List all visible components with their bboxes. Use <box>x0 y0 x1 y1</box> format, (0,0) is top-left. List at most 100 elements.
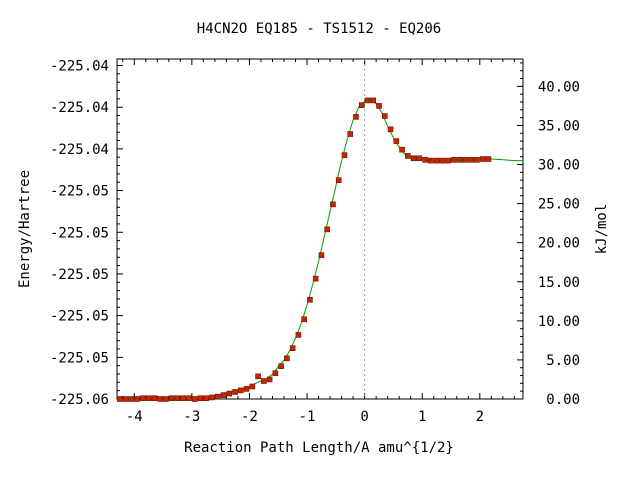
data-point <box>289 345 296 351</box>
left-tick-label: -225.05 <box>50 309 109 325</box>
data-point <box>140 395 146 402</box>
data-point <box>163 396 169 402</box>
data-point <box>232 389 238 395</box>
data-point <box>255 373 261 380</box>
data-point <box>191 396 198 402</box>
left-tick-label: -225.04 <box>50 58 109 74</box>
left-tick-label: -225.05 <box>50 225 109 241</box>
data-point <box>312 275 319 282</box>
data-point <box>353 114 359 120</box>
data-point <box>479 156 486 162</box>
data-point <box>324 226 330 233</box>
left-tick-label: -225.05 <box>50 267 109 283</box>
data-point <box>456 157 463 163</box>
right-tick-label: 40.00 <box>538 79 580 95</box>
data-point <box>433 157 440 164</box>
left-tick-label: -225.05 <box>50 184 109 200</box>
data-point <box>174 395 181 402</box>
data-point <box>416 155 423 162</box>
data-point <box>318 252 325 258</box>
data-point <box>422 157 428 163</box>
data-point <box>249 383 256 390</box>
data-point <box>405 153 411 159</box>
data-point <box>261 378 267 384</box>
data-point <box>278 363 284 369</box>
data-point <box>468 157 474 163</box>
right-tick-label: 35.00 <box>538 118 580 134</box>
chart-title: H4CN2O EQ185 - TS1512 - EQ206 <box>197 21 441 37</box>
data-point <box>451 157 457 163</box>
right-tick-label: 25.00 <box>538 197 580 213</box>
data-point <box>117 396 123 402</box>
left-tick-label: -225.06 <box>50 392 109 408</box>
data-point <box>295 332 302 338</box>
data-point <box>197 395 204 402</box>
data-point <box>220 392 227 398</box>
x-tick-label: -3 <box>183 409 200 425</box>
right-tick-label: 15.00 <box>538 275 580 291</box>
data-point <box>151 395 158 402</box>
data-point <box>399 146 405 153</box>
data-point <box>387 126 394 133</box>
data-point <box>243 386 250 392</box>
data-point <box>335 177 342 183</box>
data-point <box>301 316 307 323</box>
curve-layer <box>117 99 523 400</box>
data-point <box>376 103 382 109</box>
data-point <box>410 155 417 162</box>
data-point <box>347 131 354 137</box>
data-point <box>370 97 377 104</box>
y-axis-label-left: Energy/Hartree <box>17 170 33 288</box>
y-axis-label-right: kJ/mol <box>594 204 610 255</box>
data-point <box>122 396 129 402</box>
data-point <box>364 97 371 104</box>
data-point <box>358 102 365 108</box>
data-point <box>272 370 279 377</box>
left-tick-label: -225.04 <box>50 100 109 116</box>
data-point <box>226 390 233 397</box>
data-point <box>307 296 313 303</box>
data-point <box>428 157 434 164</box>
marker-layer <box>117 97 492 402</box>
data-point <box>445 157 451 164</box>
left-tick-label: -225.04 <box>50 142 109 158</box>
right-tick-label: 0.00 <box>546 392 580 408</box>
data-point <box>186 395 192 402</box>
data-point <box>157 396 163 402</box>
data-point <box>238 387 244 394</box>
x-tick-label: -2 <box>241 409 258 425</box>
data-point <box>393 138 400 144</box>
data-point <box>209 394 215 401</box>
x-tick-label: 2 <box>476 409 484 425</box>
data-point <box>284 355 290 362</box>
tick-layer: -4 -3 -2 -1 0 1 2 -225.06 -225.05 -225.05 -225.05 -… <box>50 58 580 425</box>
x-tick-label: 0 <box>360 409 368 425</box>
right-tick-label: 30.00 <box>538 158 580 174</box>
x-tick-label: 1 <box>418 409 426 425</box>
data-point <box>330 201 336 208</box>
data-point <box>474 157 480 163</box>
data-point <box>439 157 446 164</box>
right-tick-label: 20.00 <box>538 236 580 252</box>
irc-curve <box>117 99 523 400</box>
x-tick-label: -1 <box>299 409 316 425</box>
left-tick-label: -225.05 <box>50 350 109 366</box>
data-point <box>168 395 175 402</box>
data-point <box>341 152 348 158</box>
data-point <box>214 393 221 400</box>
right-tick-label: 5.00 <box>546 353 580 369</box>
x-tick-label: -4 <box>126 409 143 425</box>
data-point <box>128 396 135 402</box>
data-point <box>381 113 388 119</box>
data-point <box>145 395 152 402</box>
plot-frame <box>116 58 524 400</box>
right-tick-label: 10.00 <box>538 314 580 330</box>
data-point <box>462 157 469 163</box>
data-point <box>485 156 492 162</box>
data-point <box>203 395 210 402</box>
data-point <box>134 396 140 402</box>
x-axis-label: Reaction Path Length/A amu^{1/2} <box>184 440 454 456</box>
data-point <box>266 376 273 383</box>
data-point <box>180 395 187 402</box>
